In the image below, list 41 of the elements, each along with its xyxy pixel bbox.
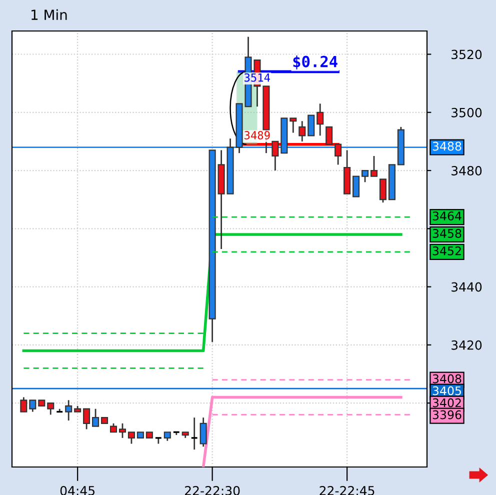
candlestick <box>308 114 315 136</box>
candlestick <box>326 126 333 145</box>
candlestick <box>47 402 54 416</box>
candlestick <box>83 408 90 430</box>
candlestick <box>200 416 207 448</box>
text: 3458 <box>432 228 462 238</box>
annotation: 3514 <box>244 73 270 82</box>
candlestick <box>65 399 72 422</box>
candlestick <box>352 176 360 198</box>
candlestick <box>290 118 297 134</box>
candlestick <box>370 155 378 178</box>
candlestick <box>92 408 100 427</box>
text: 3396 <box>432 410 462 420</box>
x-tick-label: 04:45 <box>60 486 94 495</box>
text: 3452 <box>432 246 461 256</box>
y-tick-label: 3420 <box>452 340 482 350</box>
y-tick-label: 3480 <box>452 166 482 176</box>
chart-title: 1 Min <box>32 9 67 20</box>
x-tick-label: 22-22:45 <box>320 486 374 495</box>
y-tick-label: 3500 <box>452 108 482 118</box>
candlestick <box>190 416 198 450</box>
text: 3402 <box>432 398 461 408</box>
candlestick <box>128 431 135 444</box>
x-tick-label: 22-22:30 <box>185 486 240 495</box>
y-tick-label: 3440 <box>452 282 482 292</box>
candlestick <box>334 144 342 166</box>
candlestick <box>316 102 324 136</box>
candlestick <box>362 170 369 183</box>
candlestick <box>20 396 28 412</box>
candlestick <box>272 140 279 172</box>
annotation: $0.24 <box>293 56 338 70</box>
ref-line-label: 3405 <box>432 386 461 396</box>
ref-line-label: 3488 <box>432 142 462 151</box>
candlestick <box>29 399 36 412</box>
annotation: 3489 <box>244 131 270 140</box>
candlestick <box>379 178 387 204</box>
text: 3408 <box>432 374 462 384</box>
candlestick <box>298 120 306 142</box>
text: 3464 <box>432 212 462 220</box>
candlestick <box>118 422 126 439</box>
y-tick-label: 3520 <box>452 50 482 60</box>
